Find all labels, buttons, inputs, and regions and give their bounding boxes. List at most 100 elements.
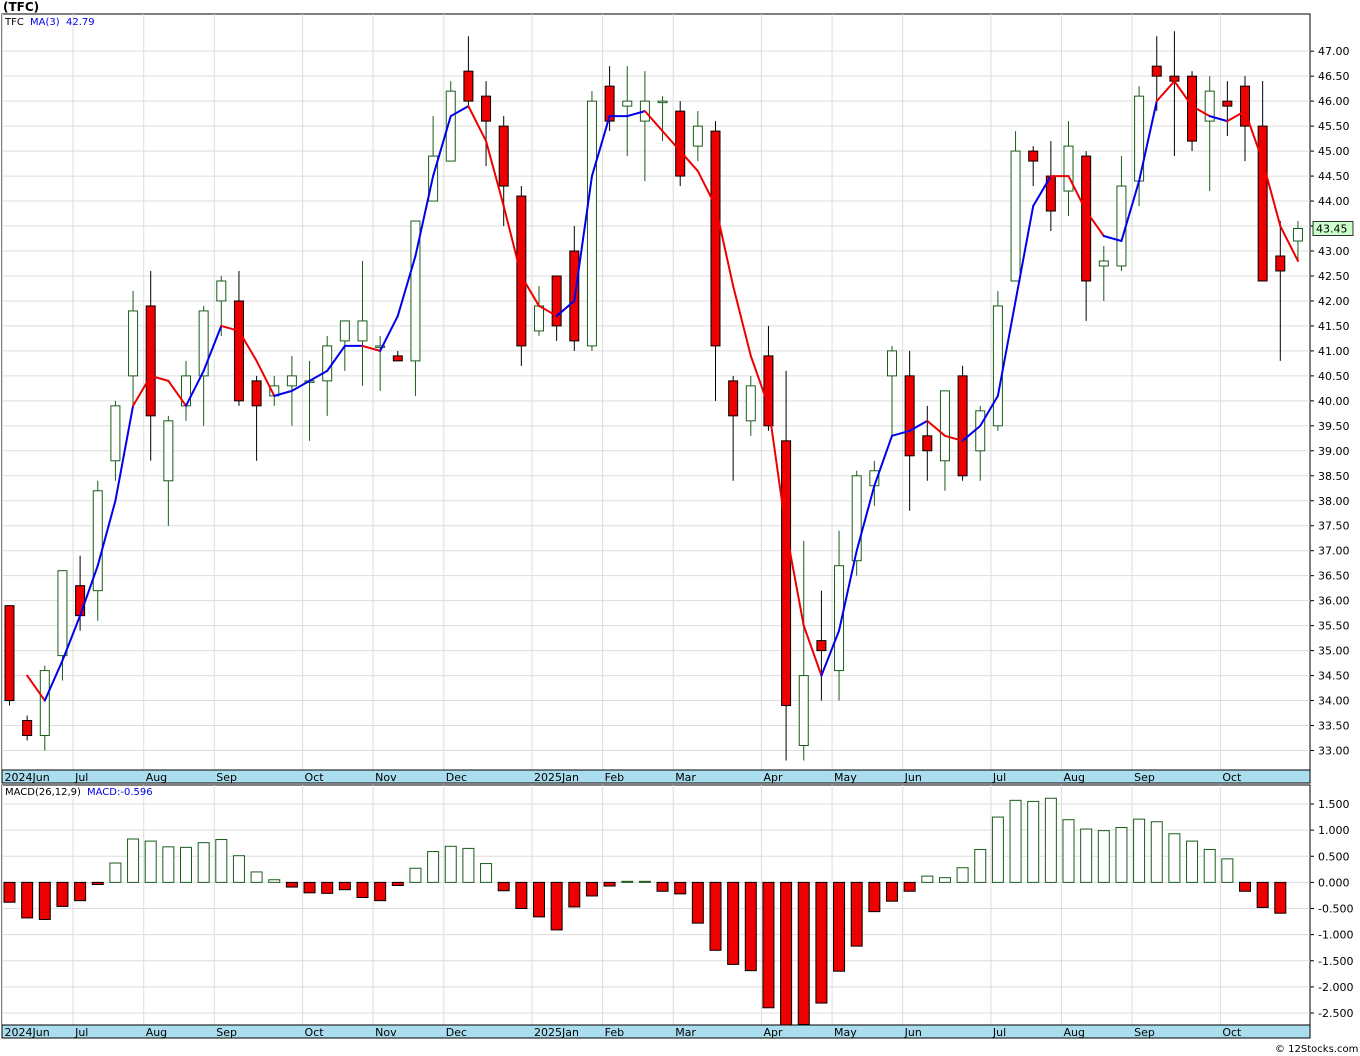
price-y-tick-label: 42.50 xyxy=(1318,270,1350,283)
price-grid xyxy=(2,14,1310,770)
macd-y-tick-label: 0.500 xyxy=(1318,850,1350,863)
macd-bar-negative xyxy=(285,881,298,888)
price-y-tick-label: 44.50 xyxy=(1318,170,1350,183)
candle-up xyxy=(39,670,50,737)
candle-up xyxy=(445,90,456,162)
ma-segment xyxy=(802,624,823,677)
candle-up xyxy=(216,280,227,302)
macd-y-tick-label: 1.500 xyxy=(1318,798,1350,811)
macd-bar-negative xyxy=(674,881,687,895)
ma-segment xyxy=(114,404,135,502)
candle-up xyxy=(851,475,862,562)
ma-segment xyxy=(202,324,223,372)
macd-bar-negative xyxy=(1256,881,1269,908)
ma-segment xyxy=(749,354,770,407)
macd-date-axis xyxy=(1,1024,1311,1039)
candle-up xyxy=(92,490,103,592)
ma-segment xyxy=(1138,100,1158,183)
legend-ma: MA(3) xyxy=(30,17,60,28)
candle-up xyxy=(534,305,544,332)
macd-bar-negative xyxy=(497,881,510,892)
price-month-label: Mar xyxy=(675,771,696,784)
price-month-label: Jun xyxy=(904,771,922,784)
macd-y-tick-label: 0.000 xyxy=(1318,876,1350,889)
copyright-text: © 12Stocks.com xyxy=(1275,1044,1358,1055)
macd-bar-negative xyxy=(727,881,740,965)
macd-bar-positive xyxy=(215,839,228,883)
ma-segment xyxy=(785,529,805,627)
price-panel xyxy=(1,13,1311,771)
macd-bar-negative xyxy=(321,881,334,894)
ma-segment xyxy=(396,254,417,317)
macd-month-label: Aug xyxy=(1064,1026,1085,1039)
last-price-label: 43.45 xyxy=(1316,223,1348,236)
macd-bar-positive xyxy=(109,862,122,883)
price-y-tick-label: 33.00 xyxy=(1318,745,1350,758)
macd-bar-negative xyxy=(21,881,34,919)
candle-up xyxy=(286,375,297,387)
macd-y-tick-label: -2.000 xyxy=(1318,981,1353,994)
candle-down xyxy=(604,85,615,122)
macd-bar-positive xyxy=(938,877,951,883)
ma-segment xyxy=(414,175,435,257)
price-month-label: May xyxy=(834,771,857,784)
macd-bar-negative xyxy=(709,881,722,951)
moving-average-line xyxy=(26,80,1299,702)
ma-segment xyxy=(379,314,399,352)
ma-segment xyxy=(538,304,558,317)
ma-segment xyxy=(220,324,240,332)
macd-bar-positive xyxy=(1115,827,1128,883)
macd-bar-negative xyxy=(815,881,828,1004)
price-month-label: Sep xyxy=(216,771,237,784)
ma-segment xyxy=(820,629,841,677)
macd-y-tick-label: -2.500 xyxy=(1318,1007,1353,1020)
candle-down xyxy=(922,435,933,452)
price-month-label: Oct xyxy=(305,771,325,784)
macd-bar-negative xyxy=(797,881,810,1025)
macd-bar-negative xyxy=(833,881,846,972)
macd-bar-negative xyxy=(374,881,387,902)
ma-segment xyxy=(926,419,946,437)
candle-up xyxy=(357,320,368,342)
price-y-axis: 33.00 33.50 34.00 34.50 35.00 35.50 36.00 36.50… xyxy=(1310,45,1350,758)
ma-segment xyxy=(714,205,735,287)
ma-segment xyxy=(1120,180,1141,243)
price-y-tick-label: 39.50 xyxy=(1318,420,1350,433)
ma-segment xyxy=(961,424,982,442)
candle-up xyxy=(745,385,756,422)
price-y-tick-label: 34.00 xyxy=(1318,695,1350,708)
candle-up xyxy=(992,305,1003,427)
ma-segment xyxy=(979,394,999,427)
ma-segment xyxy=(767,404,788,532)
macd-month-label: Aug xyxy=(146,1026,167,1039)
macd-bar-positive xyxy=(1150,821,1163,883)
macd-month-label: Jun xyxy=(904,1026,922,1039)
price-y-tick-label: 44.00 xyxy=(1318,195,1350,208)
ma-segment xyxy=(255,359,276,397)
macd-bar-negative xyxy=(903,881,916,892)
ma-segment xyxy=(1085,210,1105,238)
macd-legend-value: MACD:-0.596 xyxy=(87,787,153,798)
macd-grid xyxy=(2,785,1310,1025)
macd-bar-positive xyxy=(127,838,140,883)
macd-bar-positive xyxy=(462,847,475,883)
candle-down xyxy=(763,355,774,427)
candle-down xyxy=(904,375,915,457)
ma-segment xyxy=(838,549,858,632)
macd-month-label: Sep xyxy=(1134,1026,1155,1039)
ma-segment xyxy=(1067,175,1088,213)
macd-bar-positive xyxy=(1044,797,1057,883)
price-y-tick-label: 45.00 xyxy=(1318,145,1350,158)
candle-up xyxy=(657,100,668,104)
ma-segment xyxy=(326,344,346,372)
macd-bar-negative xyxy=(568,881,581,908)
candle-down xyxy=(251,380,262,407)
candle-down xyxy=(1222,100,1233,107)
candle-up xyxy=(375,345,386,348)
macd-bar-negative xyxy=(780,881,793,1026)
price-month-label: Aug xyxy=(1064,771,1085,784)
candle-up xyxy=(410,220,421,362)
macd-bar-negative xyxy=(868,881,881,913)
macd-month-label: Jul xyxy=(74,1026,88,1039)
price-y-tick-label: 39.00 xyxy=(1318,445,1350,458)
